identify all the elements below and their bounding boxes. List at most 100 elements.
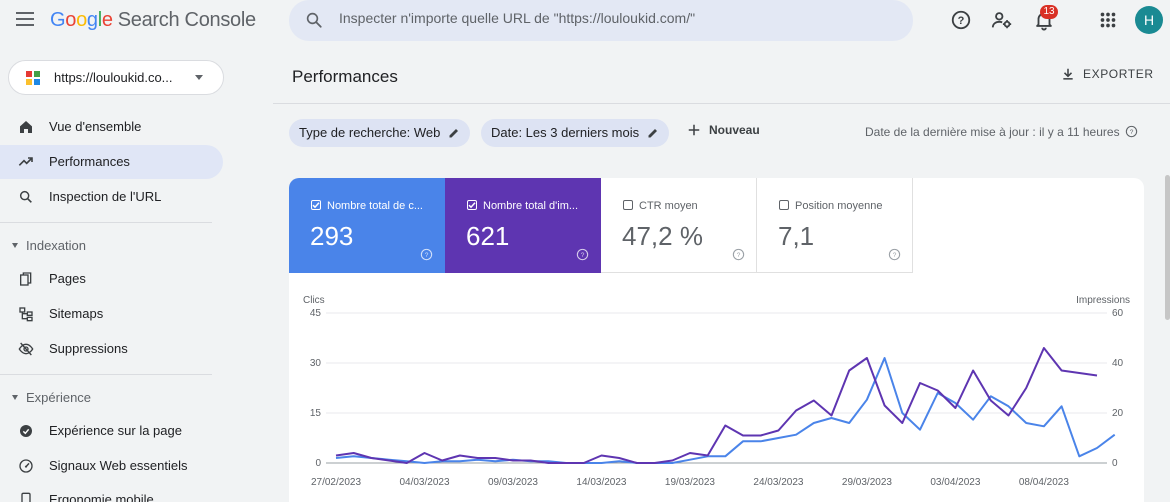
- pages-icon: [20, 272, 32, 286]
- plus-icon: [688, 124, 700, 136]
- checkbox-checked-icon[interactable]: [311, 200, 321, 210]
- search-input[interactable]: [339, 10, 899, 26]
- x-tick-label: 19/03/2023: [665, 477, 715, 488]
- svg-text:?: ?: [958, 15, 965, 27]
- metric-value: 293: [310, 221, 354, 251]
- help-icon[interactable]: ?: [888, 248, 901, 261]
- impressions-series-line: [335, 347, 1098, 464]
- sidebar-item-label: Vue d'ensemble: [49, 119, 142, 134]
- y-left-tick-label: 45: [310, 308, 322, 319]
- apps-grid-icon[interactable]: [1097, 9, 1119, 31]
- logo-letter: l: [97, 9, 102, 31]
- y-right-tick-label: 20: [1112, 408, 1124, 419]
- new-filter-label: Nouveau: [709, 123, 760, 137]
- page-title: Performances: [292, 67, 398, 86]
- add-filter-button[interactable]: Nouveau: [687, 123, 760, 137]
- sidebar-item-core-web-vitals[interactable]: Signaux Web essentiels: [0, 449, 223, 483]
- metric-average-ctr[interactable]: CTR moyen 47,2 % ?: [601, 178, 757, 273]
- metric-total-clicks[interactable]: Nombre total de c... 293 ?: [289, 178, 445, 273]
- manage-users-icon[interactable]: [991, 9, 1013, 31]
- scrollbar[interactable]: [1165, 175, 1170, 320]
- home-icon: [20, 121, 32, 133]
- help-icon[interactable]: ?: [1125, 125, 1138, 138]
- edit-icon: [449, 129, 459, 138]
- checkbox-checked-icon[interactable]: [467, 200, 477, 210]
- speed-gauge-icon: [19, 459, 33, 473]
- checkbox-unchecked-icon[interactable]: [779, 200, 789, 210]
- clicks-series-line: [335, 357, 1116, 464]
- header-divider: [273, 103, 1170, 104]
- url-inspection-search[interactable]: [289, 0, 913, 41]
- property-selector[interactable]: https://louloukid.co...: [8, 60, 224, 95]
- trending-up-icon: [18, 157, 33, 166]
- export-button[interactable]: EXPORTER: [1061, 67, 1154, 81]
- left-axis-title: Clics: [303, 295, 325, 306]
- filter-label: Date: Les 3 derniers mois: [491, 125, 640, 140]
- sidebar-item-page-experience[interactable]: Expérience sur la page: [0, 414, 223, 448]
- help-icon[interactable]: ?: [950, 9, 972, 31]
- sidebar-item-removals[interactable]: Suppressions: [0, 332, 223, 366]
- sidebar-item-label: Suppressions: [49, 341, 128, 356]
- metric-label: Position moyenne: [795, 200, 883, 212]
- metric-label: Nombre total d'im...: [483, 200, 579, 212]
- last-update-label: Date de la dernière mise à jour : il y a…: [865, 125, 1120, 139]
- caret-down-icon: [12, 243, 18, 248]
- metric-value: 621: [466, 221, 510, 251]
- help-icon[interactable]: ?: [732, 248, 745, 261]
- metric-average-position[interactable]: Position moyenne 7,1 ?: [757, 178, 913, 273]
- svg-text:?: ?: [737, 252, 741, 259]
- svg-text:?: ?: [581, 252, 585, 259]
- app-logo[interactable]: Google Search Console: [50, 9, 256, 32]
- sidebar-item-pages[interactable]: Pages: [0, 262, 223, 296]
- x-tick-label: 04/03/2023: [399, 477, 449, 488]
- sidebar-item-label: Expérience sur la page: [49, 423, 182, 438]
- metric-value: 47,2 %: [622, 221, 703, 251]
- metric-value: 7,1: [778, 221, 815, 251]
- checkbox-unchecked-icon[interactable]: [623, 200, 633, 210]
- last-update-text: Date de la dernière mise à jour : il y a…: [865, 125, 1138, 139]
- sitemap-icon: [19, 307, 33, 322]
- x-tick-label: 29/03/2023: [842, 477, 892, 488]
- filter-chip-search-type[interactable]: Type de recherche: Web: [289, 119, 471, 147]
- x-tick-label: 27/02/2023: [311, 477, 361, 488]
- avatar[interactable]: H: [1135, 6, 1163, 34]
- metric-label: CTR moyen: [639, 200, 698, 212]
- search-icon: [19, 190, 32, 203]
- x-tick-label: 03/04/2023: [930, 477, 980, 488]
- menu-icon[interactable]: [16, 12, 34, 26]
- sidebar-item-label: Inspection de l'URL: [49, 189, 162, 204]
- edit-icon: [648, 129, 658, 138]
- property-url: https://louloukid.co...: [54, 70, 173, 85]
- logo-letter: o: [76, 9, 87, 31]
- filter-chip-date[interactable]: Date: Les 3 derniers mois: [481, 119, 670, 147]
- search-icon: [306, 12, 322, 28]
- y-left-tick-label: 30: [310, 358, 322, 369]
- section-indexation-toggle[interactable]: Indexation: [12, 238, 86, 253]
- caret-down-icon: [195, 75, 203, 80]
- metric-total-impressions[interactable]: Nombre total d'im... 621 ?: [445, 178, 601, 273]
- y-right-tick-label: 40: [1112, 358, 1124, 369]
- y-right-tick-label: 60: [1112, 308, 1124, 319]
- sidebar-item-performance[interactable]: Performances: [0, 145, 223, 179]
- sidebar-divider: [0, 222, 212, 223]
- x-tick-label: 08/04/2023: [1019, 477, 1069, 488]
- download-icon: [1063, 68, 1073, 80]
- sidebar-item-sitemaps[interactable]: Sitemaps: [0, 297, 223, 331]
- logo-letter: g: [86, 9, 98, 31]
- metric-label: Nombre total de c...: [327, 200, 423, 212]
- filter-label: Type de recherche: Web: [299, 125, 441, 140]
- product-name: Search Console: [117, 9, 256, 31]
- help-icon[interactable]: ?: [576, 248, 589, 261]
- help-icon[interactable]: ?: [420, 248, 433, 261]
- sidebar-item-url-inspection[interactable]: Inspection de l'URL: [0, 180, 223, 214]
- page-experience-icon: [20, 425, 32, 437]
- sidebar-item-overview[interactable]: Vue d'ensemble: [0, 110, 223, 144]
- notification-count-badge: 13: [1040, 5, 1058, 19]
- section-experience-toggle[interactable]: Expérience: [12, 390, 91, 405]
- logo-letter: e: [101, 9, 113, 31]
- sidebar-item-label: Performances: [49, 154, 130, 169]
- performance-chart: Clics Impressions 45 60 30 40 15 20 0 0 27/02/2…: [303, 295, 1130, 488]
- performance-card: Nombre total de c... 293 ? Nombre total …: [289, 178, 1144, 502]
- mobile-icon: [21, 492, 31, 502]
- sidebar-item-mobile-usability[interactable]: Ergonomie mobile: [0, 483, 223, 502]
